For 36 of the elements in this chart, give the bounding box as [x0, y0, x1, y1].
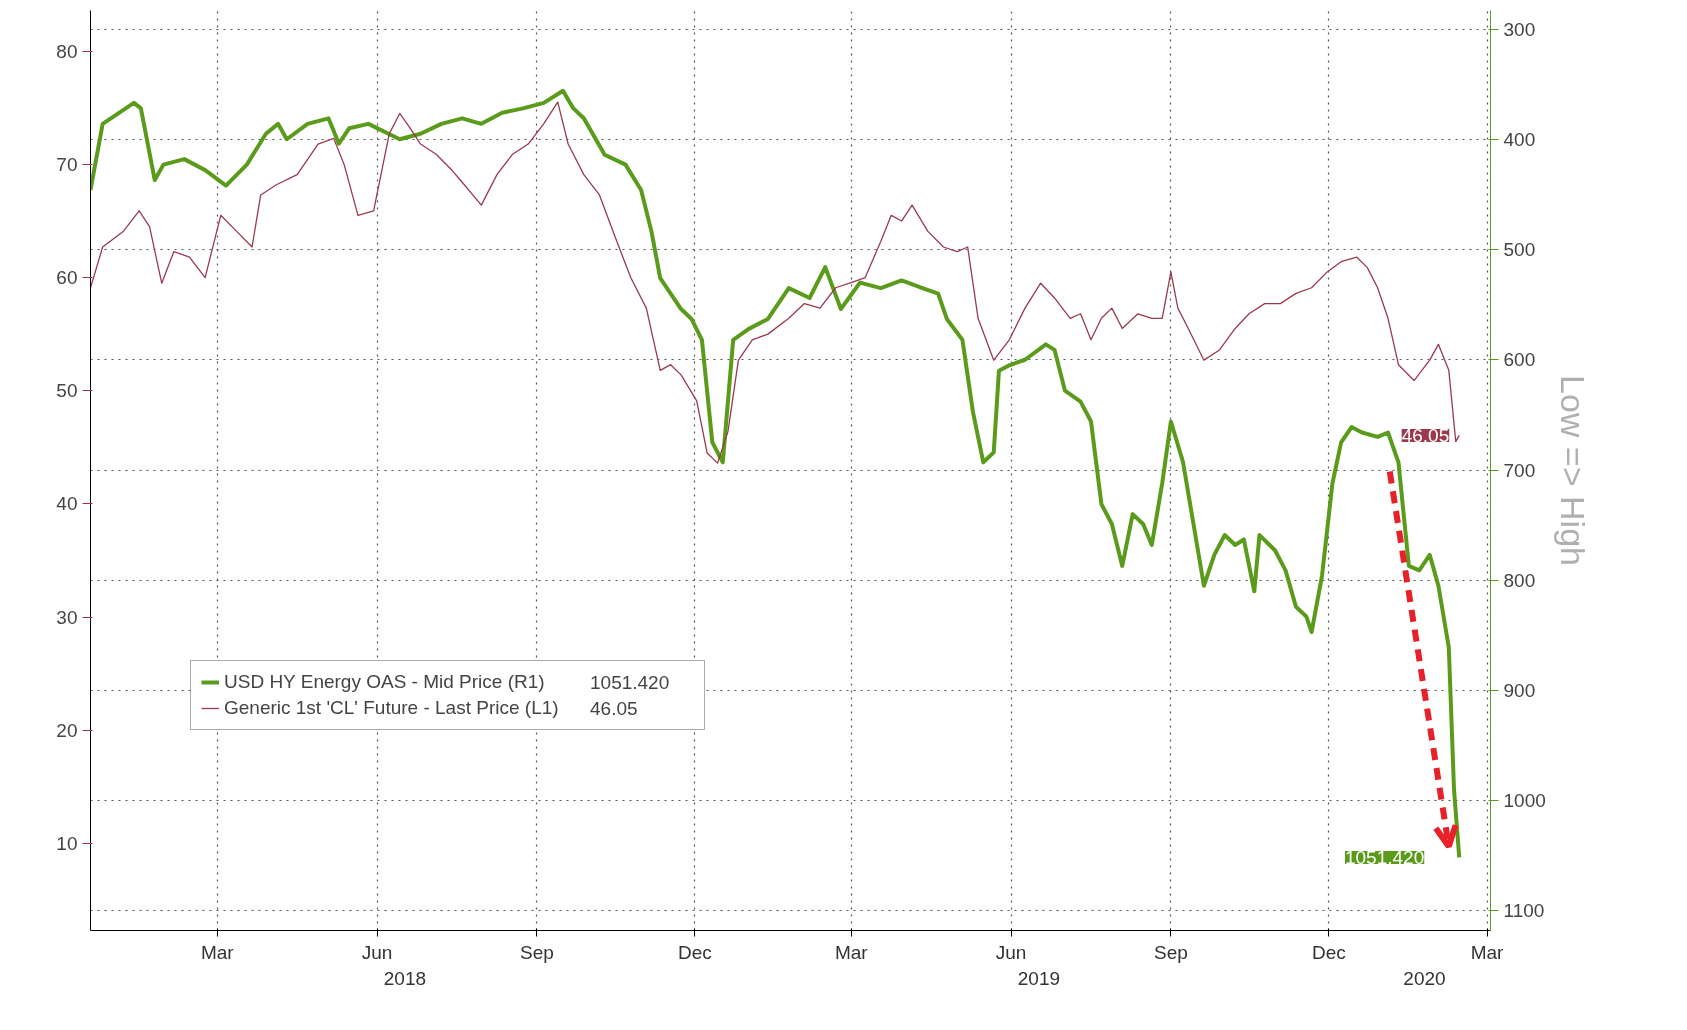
y2-tick-label: 400	[1503, 128, 1536, 150]
y2-axis-title: Low => High	[1553, 375, 1592, 566]
text: 1051.420	[590, 672, 670, 693]
y-tick-label: 30	[56, 606, 78, 628]
y2-tick-label: 800	[1503, 569, 1536, 591]
x-tick-label: Dec	[1312, 941, 1346, 963]
y2-tick-label: 1100	[1503, 900, 1545, 922]
x2-tick-label: 2020	[1403, 967, 1446, 989]
y-tick-label: 60	[56, 267, 78, 289]
y-tick-label: 80	[56, 40, 78, 62]
x-tick-label: Mar	[1470, 941, 1505, 963]
x-tick-label: Sep	[520, 941, 554, 963]
y-tick-label: 50	[56, 380, 78, 402]
x-tick-label: Mar	[200, 941, 235, 963]
legend-label: Generic 1st 'CL' Future - Last Price (L1)	[224, 697, 559, 718]
x-tick-label: Sep	[1153, 941, 1188, 963]
x-tick-label: Dec	[678, 941, 712, 963]
y-tick-label: 70	[56, 153, 78, 175]
x2-tick-label: 2018	[383, 967, 427, 989]
data-label: 1051.420	[1344, 846, 1425, 868]
y2-tick-label: 300	[1503, 18, 1536, 40]
x-tick-label: Jun	[361, 941, 393, 963]
text: 46.05	[590, 698, 638, 719]
x-tick-label: Mar	[834, 941, 869, 963]
y-tick-label: 40	[56, 493, 78, 515]
y2-tick-label: 600	[1503, 349, 1536, 371]
y2-tick-label: 1000	[1503, 790, 1546, 812]
y2-tick-label: 700	[1503, 459, 1536, 481]
x-tick-label: Jun	[995, 941, 1027, 963]
y2-tick-label: 900	[1503, 680, 1536, 701]
data-label: 46.05	[1401, 424, 1450, 446]
y-tick-label: 10	[56, 832, 78, 854]
y2-tick-label: 500	[1503, 239, 1536, 261]
y-tick-label: 20	[56, 719, 78, 741]
legend-label: USD HY Energy OAS - Mid Price (R1)	[224, 671, 545, 692]
x2-tick-label: 2019	[1017, 967, 1061, 989]
